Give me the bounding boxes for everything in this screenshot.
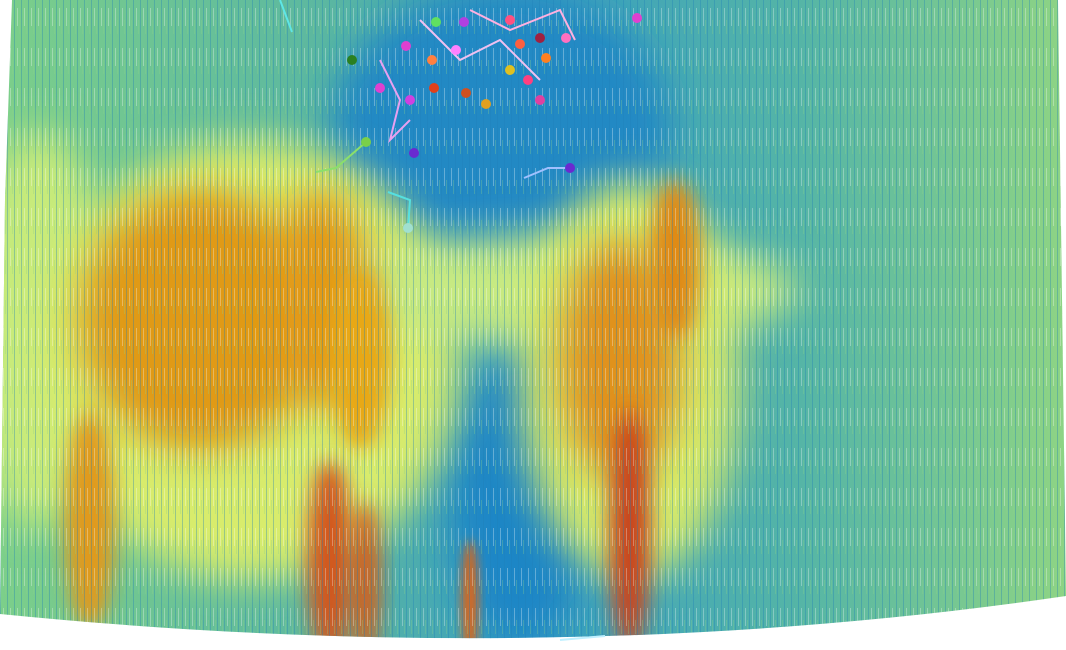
target xyxy=(347,55,357,65)
track xyxy=(523,167,570,179)
target xyxy=(409,148,419,158)
target xyxy=(451,45,461,55)
target xyxy=(403,223,413,233)
target xyxy=(541,53,551,63)
target xyxy=(401,41,411,51)
track xyxy=(419,19,541,81)
target xyxy=(427,55,437,65)
target xyxy=(565,163,575,173)
target xyxy=(375,83,385,93)
target xyxy=(632,13,642,23)
target xyxy=(429,83,439,93)
track xyxy=(559,635,606,641)
track xyxy=(387,191,412,229)
track xyxy=(279,0,293,33)
target xyxy=(505,65,515,75)
target xyxy=(481,99,491,109)
target xyxy=(459,17,469,27)
target xyxy=(535,33,545,43)
track xyxy=(315,141,367,173)
target xyxy=(461,88,471,98)
track xyxy=(379,59,411,144)
target xyxy=(505,15,515,25)
track xyxy=(469,8,576,41)
target xyxy=(405,95,415,105)
target xyxy=(535,95,545,105)
fish-tracks xyxy=(279,0,606,641)
target xyxy=(523,75,533,85)
fish-targets xyxy=(347,13,642,233)
target xyxy=(431,17,441,27)
target xyxy=(361,137,371,147)
target xyxy=(561,33,571,43)
target xyxy=(515,39,525,49)
